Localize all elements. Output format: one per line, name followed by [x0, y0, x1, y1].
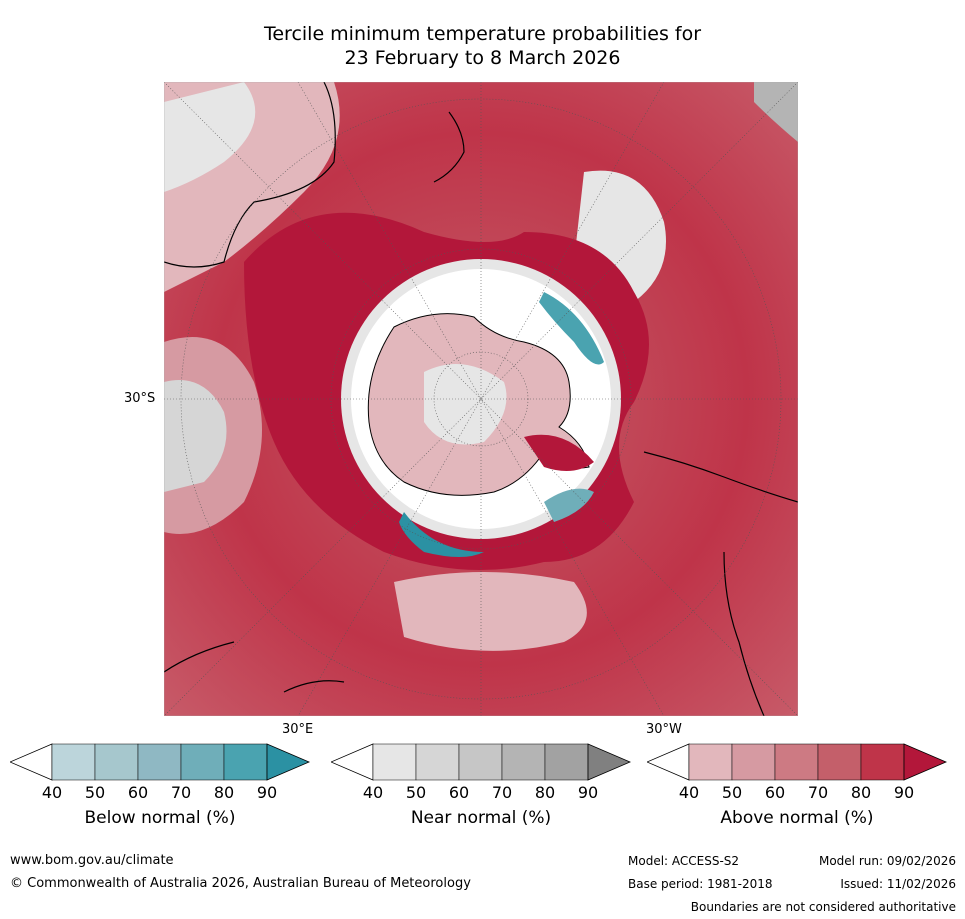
footer-model: Model: ACCESS-S2 [628, 854, 740, 868]
colorbar-tick-label: 90 [577, 783, 599, 802]
lat-label-30s: 30°S [124, 391, 156, 406]
map-title-line2: 23 February to 8 March 2026 [344, 47, 621, 69]
colorbar-label-above: Above normal (%) [720, 808, 874, 828]
red-patch-peninsula [524, 434, 594, 471]
colorbar-extend-high [903, 743, 947, 781]
colorbar-tick-label: 90 [893, 783, 915, 802]
colorbar-tick-label: 40 [41, 783, 63, 802]
colorbar-extend-high [587, 743, 631, 781]
lon-label-30w: 30°W [646, 722, 682, 737]
colorbar-segment [372, 743, 417, 781]
colorbar-tick-label: 80 [534, 783, 556, 802]
footer-website: www.bom.gov.au/climate [10, 853, 174, 868]
coastline-africa [164, 641, 345, 693]
colorbar-segment [223, 743, 268, 781]
colorbar-near-normal [331, 743, 631, 781]
colorbar-segment [180, 743, 225, 781]
footer-base-period: Base period: 1981-2018 [628, 877, 773, 891]
colorbar-segment [774, 743, 819, 781]
colorbar-tick-label: 80 [213, 783, 235, 802]
colorbar-segment [688, 743, 733, 781]
colorbar-segment [544, 743, 589, 781]
colorbar-tick-label: 50 [84, 783, 106, 802]
footer-disclaimer: Boundaries are not considered authoritat… [690, 900, 956, 914]
probability-map [164, 82, 798, 716]
footer-copyright: © Commonwealth of Australia 2026, Austra… [10, 876, 471, 891]
lon-label-30e: 30°E [282, 722, 314, 737]
outer-pale-region-s [394, 572, 587, 651]
colorbar-segment [415, 743, 460, 781]
colorbar-tick-label: 60 [127, 783, 149, 802]
antarctica-grey-core [424, 364, 507, 445]
footer-issued: Issued: 11/02/2026 [840, 877, 956, 891]
colorbar-tick-label: 40 [678, 783, 700, 802]
colorbar-extend-low [647, 743, 690, 781]
coastline-south-america [643, 451, 798, 716]
colorbar-extend-high [266, 743, 310, 781]
colorbar-extend-low [331, 743, 374, 781]
outer-grey-region-ne [754, 82, 798, 142]
colorbar-extend-low [10, 743, 53, 781]
map-title-line1: Tercile minimum temperature probabilitie… [263, 23, 702, 45]
below-normal-patch-south [399, 512, 484, 557]
colorbar-tick-label: 40 [362, 783, 384, 802]
colorbar-segment [94, 743, 139, 781]
colorbar-segment [501, 743, 546, 781]
colorbar-tick-label: 70 [170, 783, 192, 802]
footer-model-run: Model run: 09/02/2026 [818, 854, 956, 868]
colorbar-label-near: Near normal (%) [410, 808, 552, 828]
colorbar-tick-label: 50 [721, 783, 743, 802]
outer-grey-region-w [164, 380, 227, 492]
colorbar-tick-label: 90 [256, 783, 278, 802]
colorbar-tick-label: 60 [448, 783, 470, 802]
colorbar-segment [458, 743, 503, 781]
coastline-new-zealand [433, 111, 465, 183]
below-normal-patch-east [539, 292, 604, 365]
colorbar-tick-label: 50 [405, 783, 427, 802]
colorbar-tick-label: 60 [764, 783, 786, 802]
colorbar-segment [860, 743, 905, 781]
colorbar-below-normal [10, 743, 310, 781]
outer-grey-region-nw [164, 82, 256, 192]
colorbar-above-normal [647, 743, 947, 781]
colorbar-segment [731, 743, 776, 781]
colorbar-segment [137, 743, 182, 781]
below-normal-patch-se [544, 488, 594, 522]
colorbar-segment [817, 743, 862, 781]
coastline-australia [164, 82, 336, 268]
colorbar-tick-label: 70 [491, 783, 513, 802]
colorbar-tick-label: 70 [807, 783, 829, 802]
colorbar-label-below: Below normal (%) [84, 808, 236, 828]
colorbar-tick-label: 80 [850, 783, 872, 802]
colorbar-segment [51, 743, 96, 781]
graticule [164, 82, 798, 716]
